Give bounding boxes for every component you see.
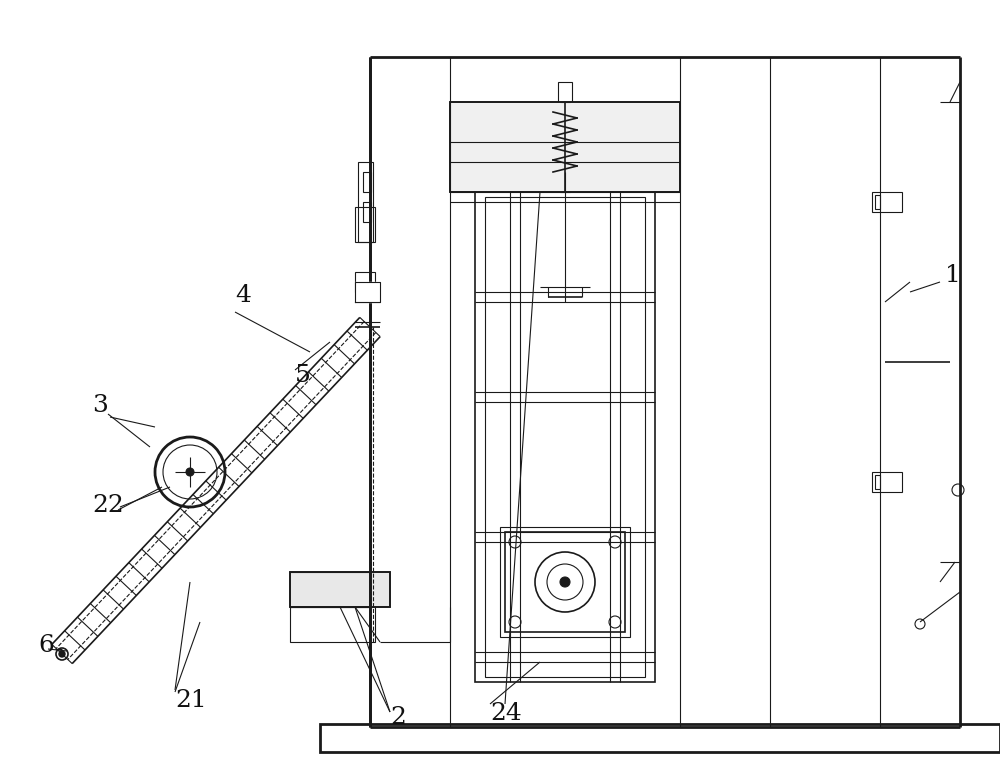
Bar [558, 82, 572, 102]
Text: 24: 24 [490, 702, 522, 725]
Bar [475, 192, 655, 682]
Bar [500, 527, 630, 637]
Circle shape [186, 468, 194, 476]
Bar [450, 102, 680, 192]
Text: 22: 22 [92, 494, 124, 517]
Text: 1: 1 [945, 264, 961, 287]
Text: 2: 2 [390, 706, 406, 729]
Bar [290, 607, 375, 642]
Bar [872, 192, 902, 212]
Bar [872, 472, 902, 492]
Bar [320, 724, 1000, 752]
Bar [505, 532, 625, 632]
Bar [450, 102, 680, 192]
Circle shape [560, 577, 570, 587]
Text: 5: 5 [295, 364, 311, 387]
Polygon shape [355, 282, 380, 302]
Text: 21: 21 [175, 689, 207, 712]
Bar [355, 207, 375, 242]
Text: 4: 4 [235, 284, 251, 307]
Text: 6: 6 [38, 634, 54, 657]
Bar [358, 162, 373, 242]
Circle shape [59, 651, 65, 657]
Bar [290, 572, 390, 607]
Text: 3: 3 [92, 394, 108, 417]
Bar [363, 202, 371, 222]
Bar [875, 195, 880, 209]
Bar [485, 197, 645, 677]
Bar [290, 572, 390, 607]
Bar [875, 475, 880, 489]
Bar [363, 172, 371, 192]
Bar [355, 272, 375, 292]
Bar [550, 102, 580, 117]
